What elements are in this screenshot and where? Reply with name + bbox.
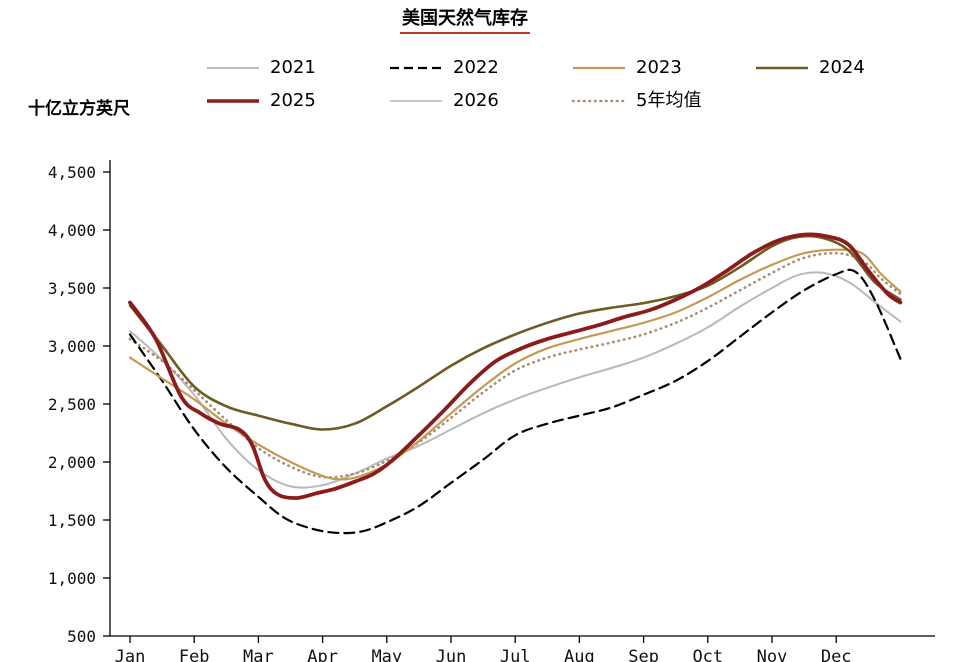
y-axis-tick-label: 500 (67, 627, 96, 646)
legend-item-2025: 2025 (205, 89, 388, 111)
series-line-2021 (129, 271, 902, 489)
legend-line-swatch-icon (207, 66, 259, 69)
legend-item-2026: 2026 (388, 89, 571, 111)
legend-item-2021: 2021 (205, 56, 388, 78)
series-line-2023 (128, 248, 902, 481)
series-line-2025 (128, 232, 903, 500)
legend-line-swatch-icon (207, 98, 259, 103)
x-axis-tick-label: Apr (307, 647, 338, 662)
x-axis-tick-label: Dec (821, 647, 852, 662)
legend-item-2024: 2024 (754, 56, 937, 78)
y-axis-tick-label: 2,000 (48, 453, 96, 472)
legend-label: 2022 (453, 56, 499, 78)
legend-item-2022: 2022 (388, 56, 571, 78)
legend-label: 2021 (270, 56, 316, 78)
y-axis-tick-label: 2,500 (48, 395, 96, 414)
legend-item-5年均值: 5年均值 (571, 89, 754, 111)
x-axis-tick-label: Aug (564, 647, 595, 662)
x-axis-tick-label: Nov (757, 647, 788, 662)
legend-row: 2025 2026 5年均值 (205, 84, 937, 117)
series-line-5年均值 (128, 251, 902, 479)
legend-item-2023: 2023 (571, 56, 754, 78)
y-axis-tick-label: 3,500 (48, 279, 96, 298)
series-line-2024 (128, 234, 902, 431)
legend-line-swatch-icon (573, 66, 625, 69)
x-axis-tick-label: Oct (692, 647, 723, 662)
legend-line-swatch-icon (756, 66, 808, 69)
y-axis-tick-label: 4,000 (48, 221, 96, 240)
x-axis-tick-label: May (371, 647, 402, 662)
y-axis-unit-label: 十亿立方英尺 (28, 99, 130, 119)
legend-label: 2026 (453, 89, 499, 111)
y-axis-tick-label: 3,000 (48, 337, 96, 356)
legend-label: 2025 (270, 89, 316, 111)
x-axis-tick-label: Jul (500, 647, 531, 662)
legend-line-swatch-icon (390, 66, 442, 69)
x-axis-tick-label: Feb (179, 647, 210, 662)
x-axis-tick-label: Sep (628, 647, 659, 662)
legend-label: 5年均值 (636, 89, 702, 111)
y-axis-tick-label: 1,000 (48, 569, 96, 588)
series-line-2022 (128, 268, 902, 535)
y-axis-tick-label: 4,500 (48, 163, 96, 182)
legend-label: 2023 (636, 56, 682, 78)
x-axis-tick-label: Jun (436, 647, 467, 662)
legend-line-swatch-icon (390, 99, 442, 102)
legend-line-swatch-icon (571, 99, 627, 102)
y-axis-tick-label: 1,500 (48, 511, 96, 530)
chart-title-text: 美国天然气库存 (400, 8, 530, 34)
x-axis-tick-label: Mar (243, 647, 274, 662)
legend: 2021 2022 2023 2024 2025 2026 5年均值 (205, 51, 937, 117)
chart-title: 美国天然气库存 (0, 8, 930, 34)
legend-label: 2024 (819, 56, 865, 78)
x-axis-tick-label: Jan (115, 647, 146, 662)
legend-row: 2021 2022 2023 2024 (205, 51, 937, 84)
